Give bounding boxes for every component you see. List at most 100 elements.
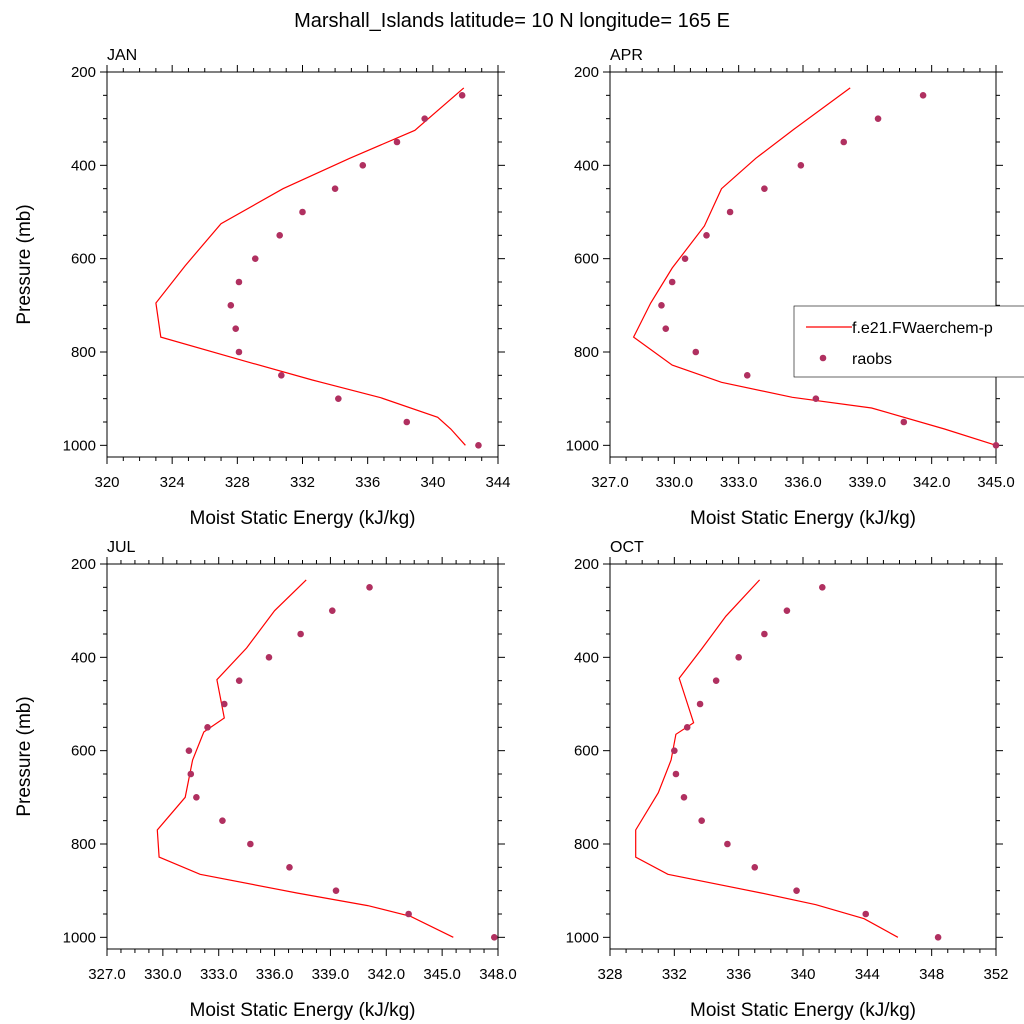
raobs-point [276,232,283,239]
x-axis-title: Moist Static Energy (kJ/kg) [690,508,916,529]
x-tick-label: 332 [662,966,687,983]
raobs-point [278,372,285,379]
raobs-point [299,208,306,216]
raobs-point [668,278,676,286]
raobs-point [393,138,401,146]
x-tick-label: 327.0 [88,966,126,983]
y-tick-label: 600 [574,251,599,268]
raobs-point [840,138,848,146]
panel-apr: 327.0 330.0 333.0 336.0 339.0 342.0 345.0 200 40… [566,47,1015,529]
plot-frame [106,563,499,950]
y-tick-label: 400 [71,157,96,174]
raobs-point [698,817,705,824]
raobs-point [219,817,226,824]
y-tick-label: 1000 [566,929,599,946]
x-tick-label: 336.0 [784,474,822,491]
raobs-point [335,395,342,402]
raobs-point [874,115,882,122]
raobs-point [761,185,768,192]
raobs-point [286,864,293,871]
model-profile-line [632,87,997,446]
raobs-point [743,372,751,379]
raobs-point [692,348,700,356]
x-tick-label: 320 [94,474,119,491]
figure-title: Marshall_Islands latitude= 10 N longitud… [294,10,730,32]
x-tick-label: 336 [355,474,380,491]
x-tick-label: 330.0 [144,966,182,983]
raobs-point [475,442,482,449]
raobs-point [992,442,1000,449]
raobs-point [232,325,240,332]
raobs-point [185,747,193,754]
y-tick-label: 1000 [566,437,599,454]
raobs-point [405,910,412,918]
x-tick-label: 344 [485,474,510,491]
panel-label: JUL [107,539,136,556]
x-tick-label: 342.0 [368,966,406,983]
raobs-point [366,584,373,591]
raobs-point [735,654,742,661]
raobs-point [680,794,688,801]
raobs-point [671,747,678,754]
x-tick-label: 336.0 [256,966,294,983]
raobs-point [712,677,720,684]
x-tick-label: 332 [290,474,315,491]
x-tick-label: 342.0 [913,474,951,491]
x-tick-label: 336 [726,966,751,983]
x-tick-label: 344 [855,966,880,983]
raobs-point [265,654,273,661]
raobs-point [247,840,254,848]
raobs-point [696,700,704,708]
x-tick-label: 345.0 [423,966,461,983]
y-tick-label: 800 [71,836,96,853]
raobs-point [235,677,243,684]
y-tick-label: 400 [71,649,96,666]
x-tick-label: 328 [597,966,622,983]
y-axis-title: Pressure (mb) [14,696,35,816]
panel-label: OCT [610,539,644,556]
raobs-point [403,418,411,426]
x-tick-label: 330.0 [656,474,694,491]
raobs-point [919,92,927,99]
raobs-point [658,302,665,309]
legend-model-label: f.e21.FWaerchem-p [852,320,993,337]
legend-obs-swatch [819,354,827,362]
raobs-point [934,934,942,941]
raobs-point [900,418,908,426]
raobs-point [761,630,768,638]
raobs-point [235,348,243,356]
raobs-point [683,724,691,731]
raobs-point [187,770,195,778]
raobs-point [812,395,820,402]
legend: f.e21.FWaerchem-p raobs [793,305,1024,378]
raobs-point [819,584,826,591]
raobs-point [328,607,336,614]
raobs-point [251,255,259,262]
x-tick-label: 333.0 [720,474,758,491]
x-axis-title: Moist Static Energy (kJ/kg) [190,1000,416,1021]
y-tick-label: 200 [71,64,96,81]
y-tick-label: 600 [71,743,96,760]
x-tick-label: 340 [790,966,815,983]
raobs-point [221,700,228,708]
raobs-point [681,255,689,262]
model-profile-line [155,87,466,446]
raobs-point [193,794,200,801]
x-tick-label: 324 [160,474,185,491]
panel-jan: 320 324 328 332 336 340 344 200 400 600 800 1000 JAN… [14,47,511,529]
x-axis-title: Moist Static Energy (kJ/kg) [690,1000,916,1021]
raobs-point [359,162,367,169]
panel-jul: 327.0 330.0 333.0 336.0 339.0 342.0 345.0 348.0… [14,539,517,1021]
y-tick-label: 200 [574,64,599,81]
x-tick-label: 327.0 [591,474,629,491]
x-axis-title: Moist Static Energy (kJ/kg) [190,508,416,529]
y-tick-label: 600 [71,251,96,268]
raobs-point [297,630,304,638]
y-tick-label: 600 [574,743,599,760]
raobs-point [421,115,428,122]
x-tick-label: 339.0 [849,474,887,491]
panel-label: APR [610,47,643,64]
panel-label: JAN [107,47,137,64]
x-tick-label: 352 [983,966,1008,983]
